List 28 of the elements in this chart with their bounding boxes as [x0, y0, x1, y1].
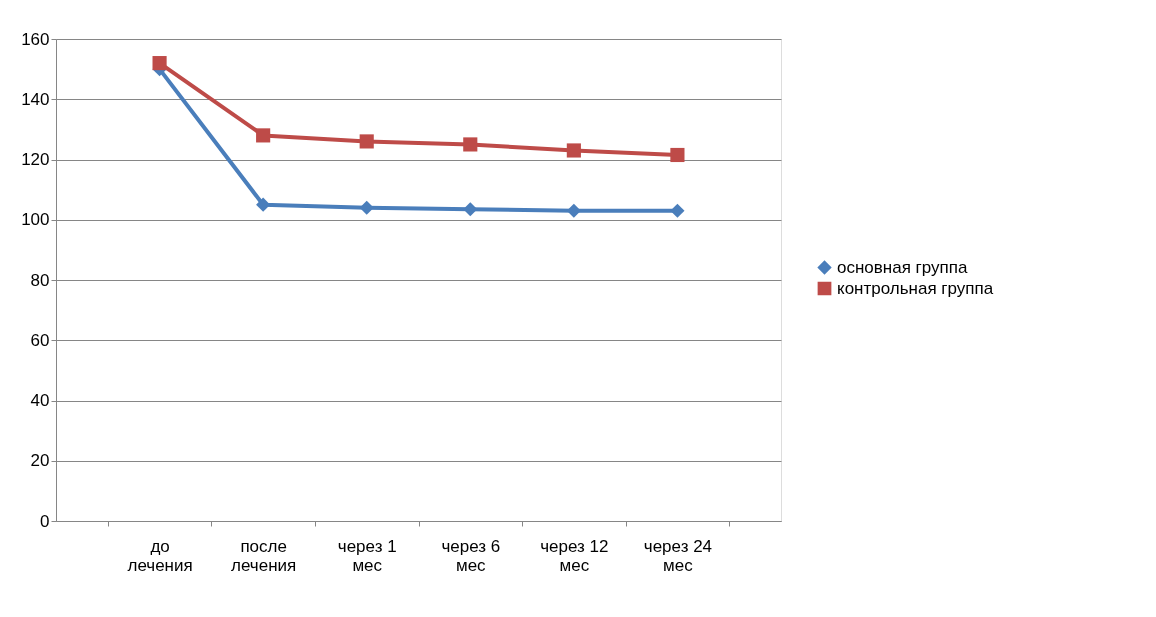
y-tick-label: 160 — [21, 29, 50, 49]
x-tick-label: через 6 мес — [441, 536, 501, 575]
x-tick-label: через 12 мес — [540, 536, 609, 575]
y-tick-label: 80 — [30, 270, 50, 290]
point — [670, 147, 685, 163]
y-tick-label: 0 — [40, 511, 50, 531]
point — [152, 56, 167, 71]
y-tick-label: 20 — [30, 451, 50, 471]
point — [463, 137, 478, 152]
point — [566, 203, 581, 218]
point — [359, 200, 374, 215]
point — [463, 202, 478, 217]
point — [256, 128, 271, 143]
point — [256, 197, 271, 212]
point — [670, 203, 685, 218]
x-tick-label: до лечения — [127, 536, 193, 575]
y-tick-label: 140 — [21, 89, 50, 109]
legend-label: контрольная группа — [837, 278, 994, 298]
legend-label: основная группа — [837, 257, 968, 277]
y-tick-label: 40 — [30, 391, 50, 410]
y-tick-label: 100 — [21, 210, 50, 230]
x-tick-label: через 24 мес — [643, 536, 713, 575]
point — [566, 143, 581, 158]
y-tick-label: 60 — [30, 330, 50, 350]
point — [359, 134, 374, 149]
y-tick-label: 120 — [21, 150, 50, 169]
x-tick-label: через 1 мес — [337, 536, 397, 575]
x-tick-label: после лечения — [231, 536, 297, 575]
